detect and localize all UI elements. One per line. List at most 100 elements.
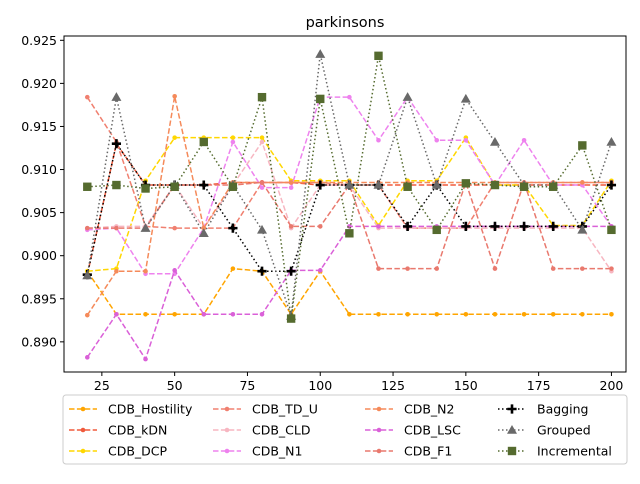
legend-marker	[376, 427, 382, 433]
data-point-cdb-f1	[114, 225, 119, 231]
data-point-bagging	[111, 139, 122, 149]
data-point-cdb-hostility	[580, 311, 585, 317]
series-line-cdb-hostility	[86, 267, 612, 316]
data-point-incremental	[374, 51, 383, 61]
data-point-grouped	[140, 223, 151, 232]
legend: CDB_Hostility CDB_kDN CDB_DCP CDB_TD_U CDB_C…	[62, 394, 628, 465]
legend-entry-cdb-td-u: CDB_TD_U	[213, 402, 318, 417]
x-tick-label: 25	[94, 378, 110, 393]
data-point-grouped	[460, 93, 471, 103]
data-point-cdb-hostility	[492, 311, 498, 317]
data-point-cdb-n2	[172, 94, 177, 99]
series-line-cdb-dcp	[87, 136, 613, 272]
data-point-cdb-n1	[521, 137, 527, 143]
data-point-incremental	[578, 141, 587, 150]
legend-marker	[80, 448, 86, 454]
data-point-bagging	[315, 180, 325, 190]
data-point-cdb-hostility	[347, 311, 352, 317]
x-tick-label: 75	[239, 378, 255, 393]
data-point-cdb-dcp	[230, 135, 236, 140]
data-point-cdb-f1	[405, 266, 410, 271]
data-point-cdb-lsc	[172, 268, 177, 273]
data-point-cdb-f1	[259, 180, 265, 185]
data-point-cdb-n2	[201, 225, 207, 231]
data-point-grouped	[257, 224, 268, 234]
legend-entry-cdb-kdn: CDB_kDN	[69, 423, 167, 438]
chart-title: parkinsons	[306, 15, 385, 31]
legend-label: CDB_CLD	[252, 423, 311, 438]
data-point-cdb-n2	[84, 312, 90, 318]
data-point-cdb-lsc	[114, 311, 119, 317]
legend-marker	[224, 427, 230, 433]
data-point-cdb-n2	[143, 268, 148, 274]
x-axis: 25 50 75 100 125 150 175 200	[94, 372, 624, 393]
data-point-cdb-lsc	[259, 311, 265, 317]
legend-marker	[507, 404, 517, 414]
y-tick-label: 0.900	[21, 248, 57, 263]
data-point-cdb-f1	[492, 266, 498, 271]
data-point-cdb-dcp	[172, 135, 177, 140]
data-point-cdb-lsc	[230, 311, 236, 317]
data-point-bagging	[403, 221, 413, 231]
data-point-cdb-f1	[84, 225, 90, 231]
data-point-cdb-lsc	[143, 356, 148, 362]
legend-label: CDB_Hostility	[108, 402, 193, 417]
data-point-incremental	[316, 94, 325, 104]
data-point-incremental	[461, 179, 471, 188]
legend-label: Bagging	[537, 402, 588, 417]
data-point-cdb-n1	[434, 137, 440, 143]
legend-entry-cdb-lsc: CDB_LSC	[365, 423, 461, 438]
legend-label: CDB_kDN	[108, 423, 167, 438]
data-point-incremental	[199, 137, 208, 147]
data-point-grouped	[198, 228, 209, 238]
data-point-incremental	[257, 92, 267, 102]
data-point-cdb-lsc	[376, 224, 381, 229]
x-tick-label: 200	[600, 378, 624, 393]
legend-marker	[80, 427, 86, 433]
data-point-bagging	[490, 221, 500, 231]
x-tick-label: 150	[454, 378, 478, 393]
legend-marker	[224, 406, 230, 412]
legend-label: CDB_LSC	[404, 423, 461, 438]
x-tick-label: 175	[527, 378, 551, 393]
data-point-incremental	[141, 184, 150, 193]
data-point-grouped	[577, 224, 588, 234]
data-point-cdb-f1	[288, 224, 294, 229]
data-point-bagging	[228, 223, 238, 233]
data-point-incremental	[345, 229, 354, 238]
legend-entry-bagging: Bagging	[498, 402, 588, 417]
data-point-cdb-n1	[259, 185, 265, 190]
data-point-incremental	[607, 225, 616, 235]
data-point-cdb-td-u	[84, 94, 90, 100]
y-tick-label: 0.915	[21, 119, 57, 134]
series-line-cdb-n2	[86, 96, 612, 316]
legend-marker	[80, 406, 86, 412]
legend-marker	[507, 425, 517, 434]
legend-marker	[376, 448, 382, 454]
data-point-cdb-td-u	[172, 225, 177, 231]
legend-marker	[224, 448, 230, 454]
data-point-cdb-f1	[376, 266, 381, 271]
data-point-grouped	[344, 180, 355, 189]
data-point-cdb-dcp	[259, 135, 265, 140]
data-point-bagging	[519, 221, 529, 231]
legend-entry-incremental: Incremental	[498, 444, 612, 459]
legend-label: Incremental	[537, 444, 612, 459]
series-incremental	[83, 51, 616, 323]
data-point-cdb-n2	[580, 180, 585, 185]
data-point-incremental	[519, 182, 529, 191]
data-point-cdb-hostility	[434, 311, 440, 317]
data-point-cdb-hostility	[405, 311, 410, 317]
legend-entry-cdb-n2: CDB_N2	[365, 402, 454, 417]
y-axis: 0.890 0.895 0.900 0.905 0.910 0.915 0.920 0.925	[21, 33, 64, 349]
legend-entry-cdb-f1: CDB_F1	[365, 444, 452, 459]
data-point-cdb-hostility	[609, 311, 614, 317]
legend-label: CDB_F1	[404, 444, 452, 459]
data-point-grouped	[431, 180, 442, 189]
y-tick-label: 0.905	[21, 205, 57, 220]
data-point-incremental	[286, 314, 296, 323]
series-cdb-n2	[84, 94, 614, 318]
data-point-cdb-n1	[376, 137, 381, 143]
legend-entry-cdb-hostility: CDB_Hostility	[69, 402, 193, 417]
data-point-incremental	[432, 225, 441, 235]
